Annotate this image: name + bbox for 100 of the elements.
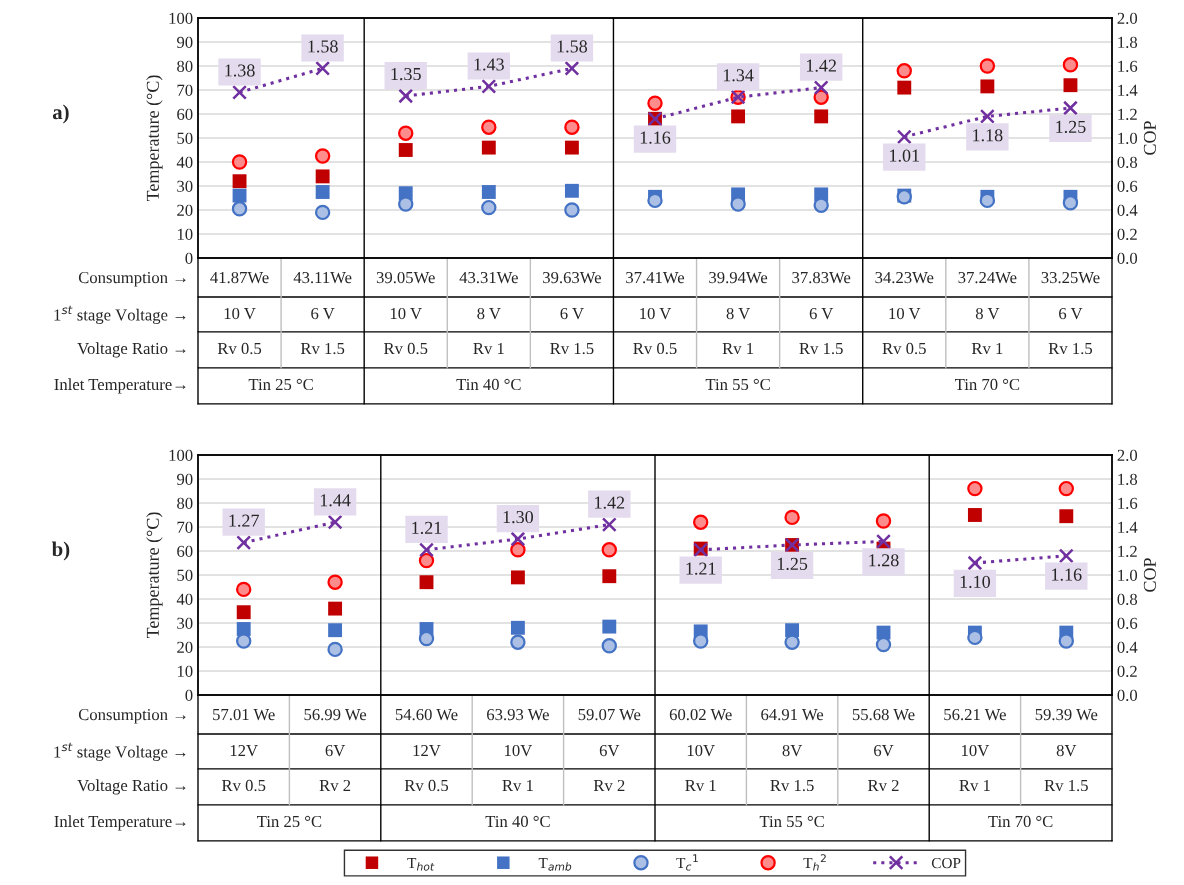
text: Consumption → bbox=[78, 708, 186, 724]
category-label: 59.39 We 8V Rv 1.5 bbox=[1035, 708, 1098, 792]
data-label: 1.01 bbox=[890, 149, 919, 162]
text: Tin 40 °C bbox=[485, 815, 550, 828]
legend-label: T$_{h}$$^{2}$ bbox=[803, 854, 826, 871]
data-label: 1.42 bbox=[595, 496, 625, 509]
y-axis-title: Temperature (°C) bbox=[146, 512, 163, 639]
legend-label: T$_{amb}$ bbox=[538, 857, 572, 871]
text: Voltage Ratio → bbox=[77, 342, 186, 358]
y-tick-label: 40 bbox=[176, 593, 193, 605]
data-label: 1.10 bbox=[960, 575, 991, 588]
y-tick-label: 30 bbox=[177, 617, 193, 629]
y-tick-label: 70 bbox=[177, 84, 193, 96]
category-label: 41.87We 10 V Rv 0.5 bbox=[210, 271, 269, 355]
legend-label: COP bbox=[931, 857, 961, 869]
y2-tick-label: 0.8 bbox=[1117, 593, 1138, 606]
text: Tin 25 °C bbox=[248, 378, 313, 391]
data-label: 1.58 bbox=[308, 40, 338, 53]
data-label: 1.25 bbox=[777, 557, 808, 570]
category-label: 37.83We 6 V Rv 1.5 bbox=[792, 271, 851, 355]
category-label: 33.25We 6 V Rv 1.5 bbox=[1041, 271, 1100, 355]
y2-tick-label: 0.6 bbox=[1117, 617, 1138, 630]
category-label: 39.05We 10 V Rv 0.5 bbox=[376, 271, 435, 355]
data-label: 1.44 bbox=[320, 494, 351, 507]
category-label: 37.24We 8 V Rv 1 bbox=[958, 271, 1017, 355]
data-label: 1.38 bbox=[225, 64, 255, 77]
y2-tick-label: 1.8 bbox=[1118, 473, 1138, 486]
text: Tin 55 °C bbox=[759, 815, 824, 828]
y2-tick-label: 0.2 bbox=[1117, 228, 1137, 241]
category-label: 54.60 We 12V Rv 0.5 bbox=[395, 708, 458, 792]
y-tick-label: 80 bbox=[177, 60, 193, 72]
text: Tin 40 °C bbox=[456, 378, 521, 391]
y2-axis-title: COP bbox=[1143, 121, 1156, 155]
data-label: 1.16 bbox=[640, 131, 671, 144]
y-tick-label: 100 bbox=[169, 12, 193, 24]
data-label: 1.58 bbox=[557, 40, 588, 53]
y2-tick-label: 1.0 bbox=[1118, 132, 1138, 145]
y-tick-label: 50 bbox=[177, 569, 193, 581]
y2-tick-label: 1.4 bbox=[1118, 521, 1138, 534]
y2-tick-label: 0.0 bbox=[1117, 252, 1138, 265]
category-label: 34.23We 10 V Rv 0.5 bbox=[875, 271, 934, 355]
category-label: 64.91 We 8V Rv 1.5 bbox=[761, 708, 824, 792]
y2-tick-label: 2.0 bbox=[1117, 12, 1138, 25]
category-label: 60.02 We 10V Rv 1 bbox=[669, 708, 732, 792]
text: a) bbox=[52, 104, 69, 124]
text: Voltage Ratio → bbox=[77, 779, 186, 795]
data-label: 1.34 bbox=[723, 69, 754, 82]
y-tick-label: 20 bbox=[177, 204, 193, 216]
y2-tick-label: 0.8 bbox=[1117, 156, 1138, 169]
text: b) bbox=[51, 541, 70, 561]
y2-axis-title: COP bbox=[1143, 558, 1156, 592]
data-label: 1.27 bbox=[229, 514, 259, 527]
category-label: 56.21 We 10V Rv 1 bbox=[944, 708, 1006, 792]
text: Inlet Temperature→ bbox=[54, 815, 186, 831]
y-tick-label: 60 bbox=[177, 108, 193, 120]
category-label: 39.63We 6 V Rv 1.5 bbox=[543, 271, 601, 355]
category-label: 39.94We 8 V Rv 1 bbox=[709, 271, 768, 355]
y-tick-label: 90 bbox=[177, 473, 193, 485]
data-label: 1.35 bbox=[391, 67, 421, 81]
y-tick-label: 70 bbox=[177, 521, 193, 533]
y2-tick-label: 2.0 bbox=[1117, 449, 1138, 462]
y2-tick-label: 1.6 bbox=[1118, 497, 1138, 510]
y2-tick-label: 0.0 bbox=[1117, 689, 1138, 702]
data-label: 1.21 bbox=[686, 562, 716, 575]
y-tick-label: 30 bbox=[177, 180, 193, 192]
text: 1$^{st}$ stage Voltage → bbox=[54, 742, 186, 761]
category-label: 57.01 We 12V Rv 0.5 bbox=[213, 708, 275, 792]
text: Tin 55 °C bbox=[705, 378, 770, 391]
y2-tick-label: 0.4 bbox=[1117, 641, 1138, 654]
text: Tin 70 °C bbox=[955, 378, 1020, 391]
y-tick-label: 50 bbox=[177, 132, 193, 144]
text: Consumption → bbox=[78, 271, 186, 287]
category-label: 55.68 We 6V Rv 2 bbox=[852, 708, 915, 792]
y2-tick-label: 1.4 bbox=[1118, 84, 1138, 97]
y-tick-label: 20 bbox=[177, 641, 193, 653]
y2-tick-label: 1.2 bbox=[1118, 545, 1137, 558]
data-label: 1.16 bbox=[1052, 568, 1082, 581]
data-label: 1.30 bbox=[503, 510, 534, 524]
y2-tick-label: 1.8 bbox=[1118, 36, 1138, 49]
data-label: 1.25 bbox=[1056, 120, 1086, 133]
text: 1$^{st}$ stage Voltage → bbox=[54, 305, 186, 324]
legend-label: T$_{hot}$ bbox=[407, 857, 435, 871]
text: Tin 70 °C bbox=[988, 815, 1053, 828]
y2-tick-label: 0.6 bbox=[1117, 180, 1138, 193]
category-label: 59.07 We 6V Rv 2 bbox=[578, 708, 641, 792]
text: Tin 25 °C bbox=[257, 815, 322, 828]
y2-tick-label: 1.2 bbox=[1118, 108, 1137, 121]
y2-tick-label: 0.2 bbox=[1117, 665, 1137, 678]
category-label: 43.31We 8 V Rv 1 bbox=[459, 271, 518, 355]
category-label: 37.41We 10 V Rv 0.5 bbox=[626, 271, 685, 355]
y2-tick-label: 1.0 bbox=[1118, 569, 1138, 582]
y-tick-label: 60 bbox=[177, 545, 193, 557]
y-tick-label: 90 bbox=[177, 36, 193, 48]
y-tick-label: 10 bbox=[177, 228, 193, 240]
category-label: 56.99 We 6V Rv 2 bbox=[304, 708, 367, 792]
y2-tick-label: 0.4 bbox=[1117, 204, 1138, 217]
y-tick-label: 10 bbox=[177, 665, 193, 677]
legend-label: T$_{c}$$^{1}$ bbox=[676, 854, 698, 871]
text: Inlet Temperature→ bbox=[54, 378, 186, 394]
category-label: 43.11We 6 V Rv 1.5 bbox=[293, 271, 352, 355]
